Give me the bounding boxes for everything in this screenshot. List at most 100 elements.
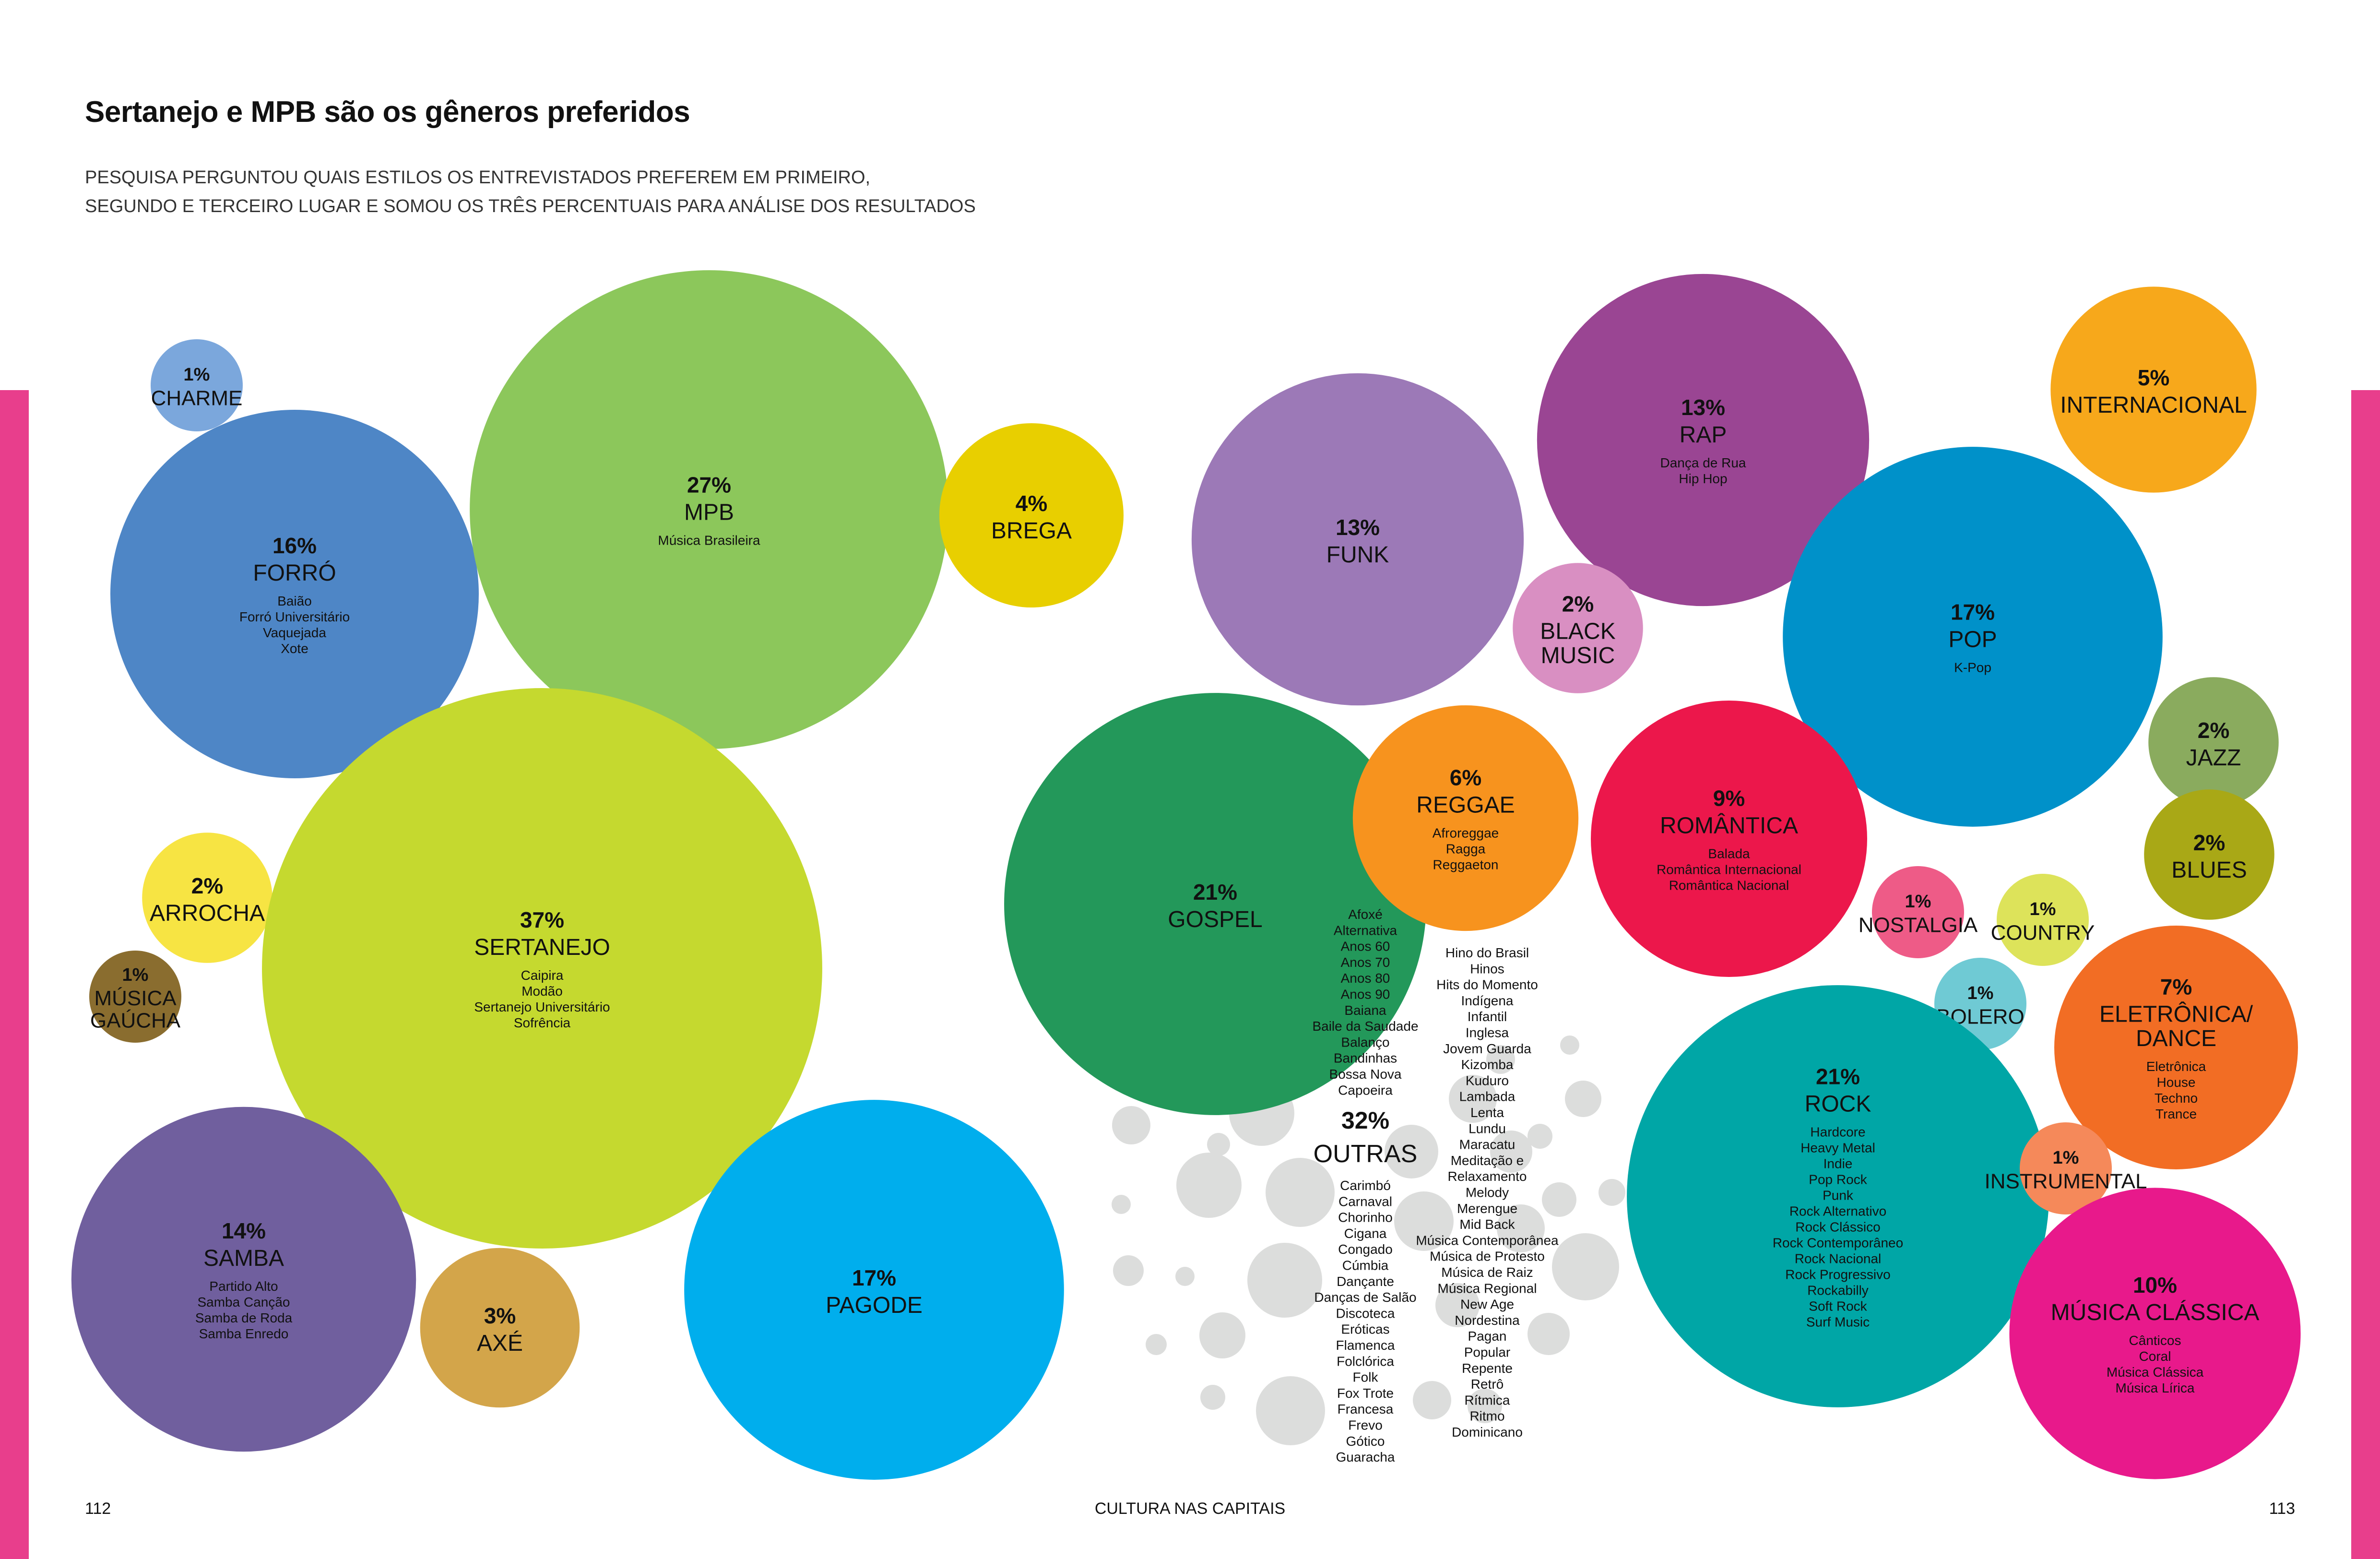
bubble-percent: 1% xyxy=(2053,1148,2079,1168)
bubble-circle-country xyxy=(1997,874,2089,966)
outras-bubble xyxy=(1207,1133,1230,1156)
outras-subgenre: Guaracha xyxy=(1336,1450,1395,1464)
bubble-subgenre: Cânticos xyxy=(2129,1333,2181,1348)
outras-bubble xyxy=(1256,1376,1325,1445)
outras-subgenre: Cúmbia xyxy=(1342,1258,1389,1273)
bubble-circle-charme xyxy=(151,339,243,431)
bubble-genre-name: MUSIC xyxy=(1541,643,1615,668)
outras-subgenre: Gótico xyxy=(1346,1434,1385,1449)
bubble-subgenre: Rockabilly xyxy=(1807,1283,1869,1297)
bubble-genre-name: RAP xyxy=(1680,422,1727,448)
outras-bubble xyxy=(1146,1334,1167,1355)
outras-subgenre: Anos 90 xyxy=(1341,987,1390,1002)
bubble-funk: 13%FUNK xyxy=(1191,373,1524,706)
outras-subgenre: Lundu xyxy=(1468,1121,1506,1136)
outras-subgenre: Hino do Brasil xyxy=(1445,945,1529,960)
bubble-circle-black-music xyxy=(1513,563,1643,693)
bubble-pop: 17% POP K-Pop xyxy=(1783,447,2163,827)
bubble-circle-mpb xyxy=(470,270,948,749)
bubble-percent: 21% xyxy=(1193,880,1237,904)
outras-subgenre: Cigana xyxy=(1344,1226,1387,1241)
outras-subgenre: Pagan xyxy=(1468,1329,1507,1344)
outras-subgenre: Rítmica xyxy=(1465,1392,1510,1407)
bubble-subgenre: Coral xyxy=(2139,1349,2171,1364)
page-number-right: 113 xyxy=(2269,1499,2295,1518)
outras-bubble xyxy=(1490,1131,1532,1173)
outras-subgenre: Baile da Saudade xyxy=(1312,1019,1418,1034)
bubble-internacional: 5% INTERNACIONAL xyxy=(2050,286,2257,493)
outras-bubble xyxy=(1527,1124,1552,1149)
bubble-genre-name: GAÚCHA xyxy=(90,1009,181,1032)
bubble-subgenre: Partido Alto xyxy=(209,1279,278,1294)
outras-bubble xyxy=(1413,1381,1451,1419)
outras-genre-name: OUTRAS xyxy=(1314,1140,1418,1168)
bubble-subgenre: Hip Hop xyxy=(1679,471,1727,486)
outras-subgenre: Discoteca xyxy=(1336,1306,1395,1321)
bubble-circle-nostalgia xyxy=(1872,866,1964,958)
bubble-subgenre: Rock Progressivo xyxy=(1785,1267,1890,1282)
outras-subgenre: Lenta xyxy=(1470,1105,1504,1120)
bubble-circle-romantica xyxy=(1591,701,1867,977)
outras-bubble xyxy=(1200,1385,1225,1410)
outras-bubble xyxy=(1199,1312,1245,1358)
bubble-genre-name: DANCE xyxy=(2136,1026,2216,1051)
outras-subgenre: Alternativa xyxy=(1334,923,1397,938)
bubble-pagode: 17% PAGODE xyxy=(684,1100,1064,1480)
outras-bubble xyxy=(1565,1081,1601,1117)
outras-subgenre: Merengue xyxy=(1457,1201,1517,1216)
page-subtitle: PESQUISA PERGUNTOU QUAIS ESTILOS OS ENTR… xyxy=(85,167,976,216)
bubble-genre-name: BLUES xyxy=(2171,857,2247,883)
publication-name: CULTURA NAS CAPITAIS xyxy=(1094,1499,1286,1518)
bubble-percent: 16% xyxy=(272,533,317,558)
bubble-percent: 17% xyxy=(1951,599,1995,624)
outras-bubble xyxy=(1527,1313,1570,1355)
bubble-percent: 27% xyxy=(687,472,731,497)
bubble-subgenre: Punk xyxy=(1823,1188,1854,1202)
bubble-genre-name: AXÉ xyxy=(477,1331,523,1356)
bubble-circle-funk xyxy=(1191,373,1524,706)
bubble-circle-pop xyxy=(1783,447,2163,827)
bubble-genre-name: MPB xyxy=(684,500,734,525)
bubble-subgenre: Música Lírica xyxy=(2116,1380,2195,1395)
outras-bubble xyxy=(1394,1191,1454,1251)
bubble-circle-pagode xyxy=(684,1100,1064,1480)
bubble-percent: 1% xyxy=(1905,892,1931,912)
bubble-subgenre: Rock Clássico xyxy=(1795,1219,1880,1234)
bubble-axe: 3% AXÉ xyxy=(420,1248,580,1408)
outras-subgenre: Maracatu xyxy=(1459,1137,1516,1152)
outras-subgenre: Capoeira xyxy=(1338,1083,1393,1097)
outras-bubble xyxy=(1552,1233,1619,1300)
bubble-circle-eletronica-dance xyxy=(2054,926,2298,1169)
bubble-percent: 5% xyxy=(2138,365,2169,390)
bubble-circle-jazz xyxy=(2148,677,2279,808)
outras-subgenre: Repente xyxy=(1462,1361,1513,1376)
outras-subgenre: Música Contemporânea xyxy=(1416,1233,1559,1248)
outras-bubble xyxy=(1385,1125,1438,1178)
bubble-genre-name: INSTRUMENTAL xyxy=(1985,1169,2147,1193)
bubble-circle-instrumental xyxy=(2020,1122,2112,1214)
outras-bubble xyxy=(1113,1255,1144,1286)
bubble-percent: 13% xyxy=(1336,515,1380,540)
bubble-subgenre: Xote xyxy=(281,641,308,656)
bubble-genre-name: SAMBA xyxy=(203,1246,284,1271)
bubble-genre-name: POP xyxy=(1948,627,1997,652)
bubble-circle-rock xyxy=(1627,985,2049,1407)
bubble-genre-name: PAGODE xyxy=(826,1293,923,1318)
outras-bubble xyxy=(1112,1195,1131,1214)
bubble-subgenre: Pop Rock xyxy=(1809,1172,1867,1187)
bubble-genre-name: BLACK xyxy=(1540,619,1615,644)
bubble-subgenre: Surf Music xyxy=(1806,1314,1870,1329)
outras-subgenre: Anos 60 xyxy=(1341,939,1390,954)
outras-subgenre: Lambada xyxy=(1459,1089,1516,1104)
bubble-subgenre: Vaquejada xyxy=(263,625,326,640)
outras-subgenre: Música Regional xyxy=(1438,1281,1537,1296)
right-accent-bar xyxy=(2351,390,2380,1559)
